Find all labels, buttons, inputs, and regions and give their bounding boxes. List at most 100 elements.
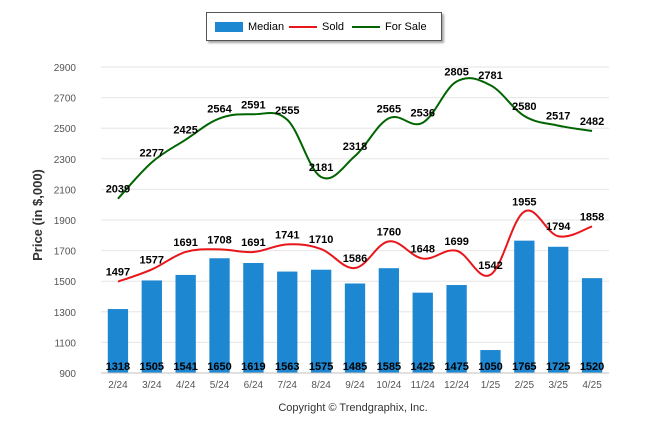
x-tick-label: 2/24 [108, 380, 128, 391]
copyright-text: Copyright © Trendgraphix, Inc. [278, 402, 428, 414]
median-bar [412, 292, 433, 373]
y-tick-label: 2100 [54, 185, 77, 196]
median-value-label: 1505 [140, 361, 164, 373]
legend-label-sold: Sold [322, 21, 345, 33]
legend-label-for-sale: For Sale [385, 21, 427, 33]
median-bar [277, 271, 298, 373]
sold-value-label: 1648 [410, 244, 434, 256]
median-bar [141, 280, 162, 373]
median-value-label: 1475 [444, 361, 468, 373]
y-tick-label: 1900 [54, 216, 77, 227]
y-tick-label: 2500 [54, 124, 77, 135]
legend-item-median: Median [215, 20, 284, 34]
median-value-label: 1425 [410, 361, 434, 373]
median-bar [243, 262, 264, 373]
sold-value-label: 1741 [275, 229, 299, 241]
median-value-label: 1650 [207, 361, 231, 373]
median-bar [107, 309, 129, 373]
for-sale-value-label: 2564 [207, 103, 232, 115]
x-tick-label: 3/25 [548, 380, 568, 391]
x-tick-label: 4/24 [176, 380, 196, 391]
median-bar [480, 350, 501, 373]
sold-value-label: 1699 [444, 236, 468, 248]
for-sale-value-label: 2039 [106, 184, 130, 196]
for-sale-value-label: 2536 [410, 108, 434, 120]
median-value-label: 1485 [343, 361, 367, 373]
y-axis: 900 1100 1300 1500 1700 1900 2100 2300 2500 2700 2… [54, 63, 77, 380]
y-tick-label: 2900 [54, 63, 77, 74]
median-value-label: 1585 [377, 361, 401, 373]
median-bar [175, 274, 196, 373]
y-tick-label: 2700 [54, 94, 77, 105]
sold-value-label: 1760 [377, 226, 401, 238]
sold-value-label: 1497 [106, 267, 130, 279]
for-sale-value-label: 2425 [173, 125, 197, 137]
x-tick-label: 6/24 [244, 380, 264, 391]
median-bar [209, 258, 230, 373]
median-value-label: 1575 [309, 361, 333, 373]
legend-item-sold: Sold [289, 20, 344, 34]
sold-value-label: 1691 [173, 237, 197, 249]
x-tick-label: 11/24 [411, 380, 436, 391]
median-bar [378, 268, 400, 373]
median-bar [514, 240, 535, 373]
median-value-label: 1050 [478, 361, 502, 373]
sold-value-label: 1577 [140, 254, 164, 266]
median-value-label: 1520 [580, 361, 604, 373]
y-tick-label: 900 [59, 369, 76, 380]
sold-value-label: 1794 [546, 221, 571, 233]
legend-swatch-median [215, 22, 243, 33]
for-sale-value-label: 2318 [343, 141, 367, 153]
sold-value-label: 1858 [580, 211, 604, 223]
for-sale-value-label: 2781 [478, 70, 502, 82]
x-tick-label: 1/25 [481, 380, 501, 391]
data-labels: 1318 1505 1541 1650 1619 1563 1575 1485 1585 1425… [106, 67, 605, 373]
median-bar [446, 285, 467, 373]
median-value-label: 1318 [106, 361, 130, 373]
x-tick-label: 4/25 [582, 380, 602, 391]
legend-label-median: Median [248, 21, 285, 33]
sold-value-label: 1586 [343, 253, 367, 265]
y-tick-label: 1500 [54, 277, 77, 288]
y-tick-label: 1300 [54, 308, 77, 319]
sold-value-label: 1542 [478, 260, 502, 272]
for-sale-value-label: 2805 [444, 67, 468, 79]
sold-line [117, 209, 593, 283]
sold-value-label: 1955 [512, 197, 536, 209]
median-bar [548, 246, 569, 373]
median-value-label: 1563 [275, 361, 299, 373]
series-lines [117, 77, 593, 283]
x-tick-label: 9/24 [345, 380, 365, 391]
median-value-label: 1765 [512, 361, 536, 373]
legend-swatch-sold [289, 26, 317, 29]
x-tick-label: 7/24 [278, 380, 298, 391]
median-bar [310, 269, 332, 373]
x-tick-label: 10/24 [376, 380, 401, 391]
legend-swatch-for-sale [352, 26, 380, 29]
x-tick-label: 3/24 [142, 380, 162, 391]
sold-value-label: 1691 [241, 237, 265, 249]
x-tick-label: 5/24 [210, 380, 230, 391]
x-tick-label: 2/25 [515, 380, 535, 391]
x-tick-label: 12/24 [444, 380, 469, 391]
for-sale-line [117, 77, 593, 200]
chart-legend: Median Sold For Sale [206, 12, 442, 41]
for-sale-value-label: 2580 [512, 101, 536, 113]
y-tick-label: 2300 [54, 155, 77, 166]
for-sale-value-label: 2181 [309, 162, 333, 174]
x-tick-label: 8/24 [311, 380, 331, 391]
median-bar [581, 278, 603, 373]
sold-value-label: 1708 [207, 234, 231, 246]
for-sale-value-label: 2517 [546, 111, 570, 123]
for-sale-value-label: 2277 [140, 147, 164, 159]
median-value-label: 1619 [241, 361, 265, 373]
median-value-label: 1541 [173, 361, 197, 373]
for-sale-value-label: 2591 [241, 99, 265, 111]
median-value-label: 1725 [546, 361, 570, 373]
y-tick-label: 1700 [54, 247, 77, 258]
y-axis-title: Price (in $,000) [30, 169, 45, 261]
y-tick-label: 1100 [54, 338, 76, 349]
legend-item-for-sale: For Sale [352, 20, 427, 34]
for-sale-value-label: 2555 [275, 105, 299, 117]
